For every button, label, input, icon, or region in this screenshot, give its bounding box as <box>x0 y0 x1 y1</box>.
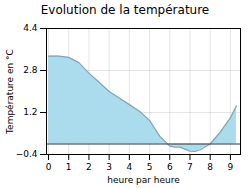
svg-text:4.4: 4.4 <box>23 23 38 33</box>
svg-text:7: 7 <box>187 162 193 172</box>
svg-text:−0.4: −0.4 <box>16 149 38 159</box>
html-text:Evolution de la température: Evolution de la température <box>40 3 210 17</box>
svg-text:heure par heure: heure par heure <box>107 175 180 185</box>
svg-text:Température en °C: Température en °C <box>5 49 15 135</box>
svg-text:4: 4 <box>126 162 132 172</box>
svg-text:3: 3 <box>106 162 112 172</box>
svg-text:2.8: 2.8 <box>23 65 38 75</box>
svg-text:6: 6 <box>167 162 173 172</box>
svg-text:8: 8 <box>207 162 213 172</box>
svg-text:2: 2 <box>86 162 92 172</box>
svg-text:1.2: 1.2 <box>23 107 37 117</box>
svg-text:5: 5 <box>147 162 153 172</box>
svg-text:9: 9 <box>228 162 234 172</box>
svg-text:0: 0 <box>46 162 52 172</box>
svg-text:1: 1 <box>66 162 72 172</box>
